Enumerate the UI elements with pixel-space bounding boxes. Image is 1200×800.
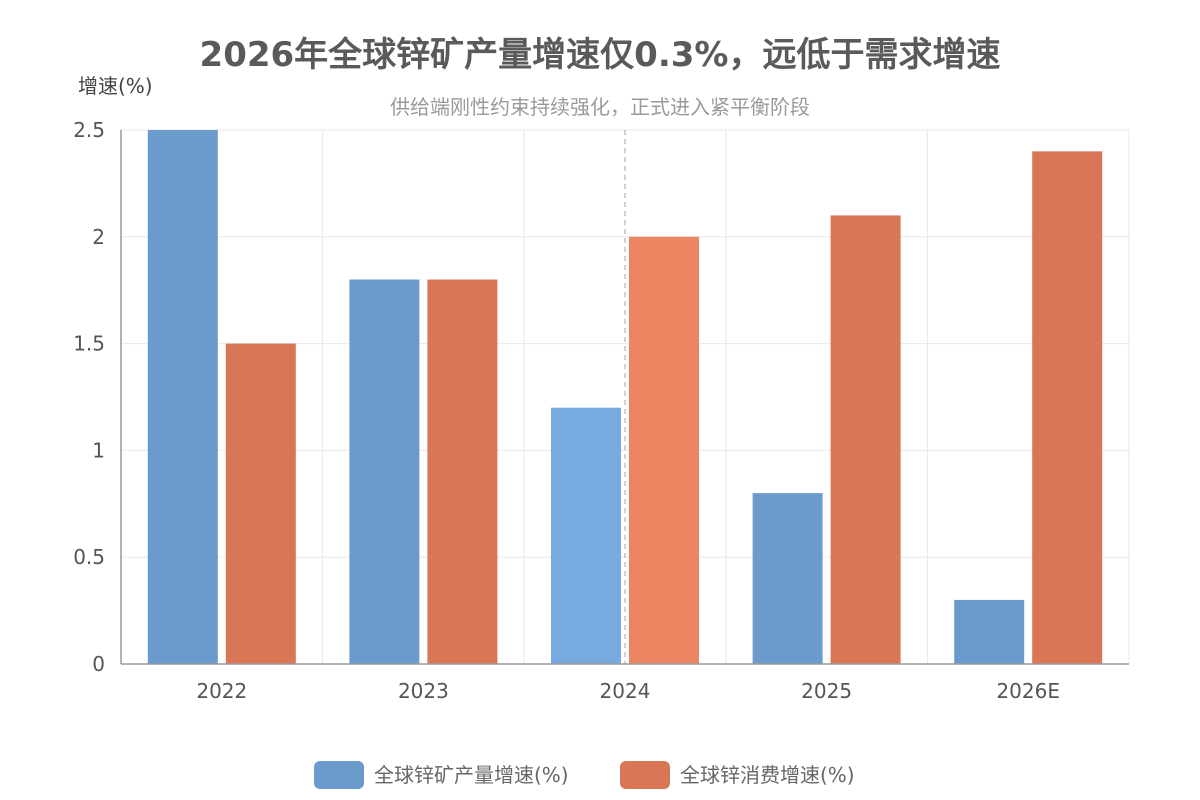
x-tick-label: 2025 [801, 679, 852, 703]
chart-title: 2026年全球锌矿产量增速仅0.3%，远低于需求增速 [200, 35, 1001, 75]
legend-label-consumption[interactable]: 全球锌消费增速(%) [680, 763, 855, 787]
legend-swatch-consumption[interactable] [620, 761, 670, 789]
bar-production-2024 [551, 407, 621, 664]
y-tick-label: 1 [92, 438, 105, 462]
y-tick-label: 1.5 [73, 332, 105, 356]
y-tick-label: 0.5 [73, 545, 105, 569]
bar-consumption-2026E [1032, 151, 1103, 665]
y-tick-label: 2 [92, 225, 105, 249]
legend-label-production[interactable]: 全球锌矿产量增速(%) [374, 763, 569, 787]
bar-production-2026E [954, 599, 1025, 664]
bar-production-2022 [147, 130, 218, 664]
bar-production-2025 [752, 493, 823, 664]
legend: 全球锌矿产量增速(%) 全球锌消费增速(%) [314, 761, 855, 789]
x-tick-label: 2023 [398, 679, 449, 703]
axis-layer: 0 0.5 1 1.5 2 2.5 2022 2023 2024 2025 2026E [73, 118, 1129, 703]
y-tick-label: 0 [92, 652, 105, 676]
bar-consumption-2024 [629, 236, 699, 665]
chart-subtitle: 供给端刚性约束持续强化，正式进入紧平衡阶段 [390, 95, 810, 119]
y-axis-label: 增速(%) [78, 74, 153, 98]
x-tick-label: 2022 [196, 679, 247, 703]
bar-consumption-2025 [830, 215, 901, 664]
x-tick-label: 2024 [600, 679, 651, 703]
bar-production-2023 [349, 279, 420, 664]
bar-consumption-2023 [427, 279, 498, 664]
bar-consumption-2022 [225, 343, 296, 664]
bars-layer [147, 130, 1103, 665]
y-tick-label: 2.5 [73, 118, 105, 142]
legend-swatch-production[interactable] [314, 761, 364, 789]
x-tick-label: 2026E [996, 679, 1060, 703]
